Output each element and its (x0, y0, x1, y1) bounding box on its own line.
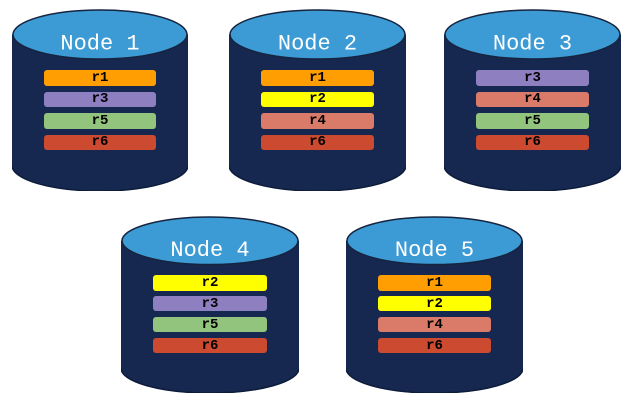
svg-text:Node 5: Node 5 (395, 238, 474, 263)
svg-text:Node 4: Node 4 (170, 238, 249, 263)
svg-text:Node 2: Node 2 (278, 31, 357, 56)
svg-text:Node 1: Node 1 (60, 31, 139, 56)
svg-text:Node 3: Node 3 (493, 31, 572, 56)
